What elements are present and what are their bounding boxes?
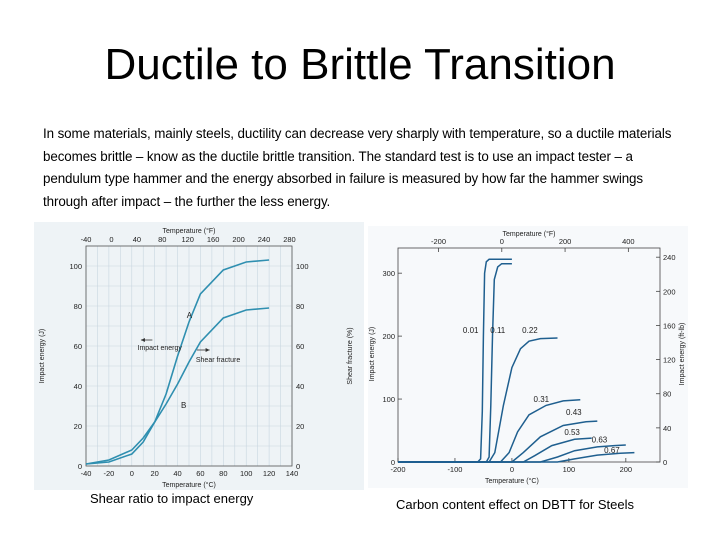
x2-axis-label: Temperature (°F) xyxy=(503,230,556,238)
slide-title: Ductile to Brittle Transition xyxy=(104,40,616,89)
series-label: 0.01 xyxy=(463,326,479,335)
arrowhead-impact xyxy=(140,338,145,342)
y-tick-label: 0 xyxy=(78,462,82,471)
y2-tick-label: 60 xyxy=(296,342,304,351)
y-tick-label: 20 xyxy=(74,422,82,431)
x-tick-label: -20 xyxy=(103,469,114,478)
y-axis-label: Impact energy (J) xyxy=(369,327,376,381)
x2-tick-label: -200 xyxy=(431,237,446,246)
series-line-0.22 xyxy=(398,337,558,463)
x-tick-label: 100 xyxy=(240,469,253,478)
x-tick-label: 40 xyxy=(173,469,181,478)
x-tick-label: 60 xyxy=(196,469,204,478)
annotation-shear-fracture: Shear fracture xyxy=(196,357,240,364)
body-paragraph: In some materials, mainly steels, ductil… xyxy=(43,126,672,209)
y2-tick-label: 240 xyxy=(663,253,676,262)
plot-frame xyxy=(85,245,293,467)
x-tick-label: -40 xyxy=(81,469,92,478)
x2-tick-label: 80 xyxy=(158,235,166,244)
series-label: 0.11 xyxy=(490,326,506,335)
annotation-impact-energy: Impact energy xyxy=(138,345,183,352)
y2-tick-label: 120 xyxy=(663,356,676,365)
y-tick-label: 200 xyxy=(382,332,395,341)
annotation-a: A xyxy=(187,311,193,320)
y-tick-label: 100 xyxy=(69,262,82,271)
x-tick-label: 100 xyxy=(563,465,576,474)
series-label: 0.63 xyxy=(592,435,608,444)
y2-tick-label: 100 xyxy=(296,262,309,271)
x2-tick-label: 160 xyxy=(207,235,220,244)
annotation-b: B xyxy=(181,401,186,410)
series-line-0.11 xyxy=(398,262,512,463)
y2-tick-label: 20 xyxy=(296,422,304,431)
y-tick-label: 40 xyxy=(74,382,82,391)
series-line-0.31 xyxy=(398,398,581,463)
figure-carbon-content-chart: -200 -100 0 100 200-200 0 200 40001002003000408… xyxy=(368,226,688,488)
series-line-a xyxy=(85,259,270,465)
x-tick-label: 20 xyxy=(150,469,158,478)
series-label: 0.67 xyxy=(604,446,620,455)
x-axis-label: Temperature (°C) xyxy=(162,481,216,489)
caption-left: Shear ratio to impact energy xyxy=(90,491,254,506)
y2-tick-label: 160 xyxy=(663,321,676,330)
x-tick-label: 0 xyxy=(510,465,514,474)
y2-tick-label: 0 xyxy=(663,458,667,467)
y2-tick-label: 40 xyxy=(663,424,671,433)
x2-tick-label: -40 xyxy=(81,235,92,244)
caption-right: Carbon content effect on DBTT for Steels xyxy=(396,497,634,512)
series-label: 0.22 xyxy=(522,326,538,335)
x2-tick-label: 200 xyxy=(232,235,245,244)
y2-axis-label: Shear fracture (%) xyxy=(347,327,354,384)
y2-tick-label: 80 xyxy=(663,390,671,399)
x-tick-label: 200 xyxy=(620,465,633,474)
x2-tick-label: 240 xyxy=(258,235,271,244)
x-tick-label: 80 xyxy=(219,469,227,478)
y2-tick-label: 40 xyxy=(296,382,304,391)
x-axis-label: Temperature (°C) xyxy=(485,477,539,485)
y-tick-label: 100 xyxy=(382,395,395,404)
y2-tick-label: 200 xyxy=(663,287,676,296)
x-tick-label: 120 xyxy=(263,469,276,478)
series-line-b xyxy=(85,307,270,465)
x2-axis-label: Temperature (°F) xyxy=(163,227,216,235)
x-tick-label: -200 xyxy=(390,465,405,474)
series-label: 0.53 xyxy=(564,428,580,437)
y-tick-label: 300 xyxy=(382,269,395,278)
x2-tick-label: 0 xyxy=(500,237,504,246)
y2-tick-label: 80 xyxy=(296,302,304,311)
series-label: 0.43 xyxy=(566,408,582,417)
y2-tick-label: 0 xyxy=(296,462,300,471)
series-line-0.67 xyxy=(398,451,635,463)
y-axis-label: Impact energy (J) xyxy=(39,329,46,383)
x2-tick-label: 40 xyxy=(133,235,141,244)
x2-tick-label: 280 xyxy=(283,235,296,244)
series-line-0.01 xyxy=(398,258,512,463)
y-tick-label: 0 xyxy=(391,458,395,467)
figure-shear-ratio-chart: -40 -20 0 20 40 60 80 100 120 140-40 0 40 80 120 160 20… xyxy=(34,222,364,490)
x-tick-label: -100 xyxy=(447,465,462,474)
arrowhead-shear xyxy=(205,348,210,352)
x-tick-label: 0 xyxy=(130,469,134,478)
x2-tick-label: 120 xyxy=(181,235,194,244)
x2-tick-label: 400 xyxy=(622,237,635,246)
y-tick-label: 80 xyxy=(74,302,82,311)
series-label: 0.31 xyxy=(534,395,550,404)
x2-tick-label: 0 xyxy=(109,235,113,244)
y-tick-label: 60 xyxy=(74,342,82,351)
x-tick-label: 140 xyxy=(286,469,299,478)
x2-tick-label: 200 xyxy=(559,237,572,246)
y2-axis-label: Impact energy (ft-lb) xyxy=(679,323,686,386)
